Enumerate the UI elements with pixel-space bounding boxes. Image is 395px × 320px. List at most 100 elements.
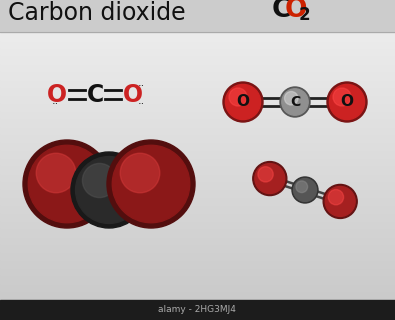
Bar <box>0 150 395 153</box>
Bar <box>0 147 395 149</box>
Bar <box>0 54 395 57</box>
Bar <box>0 248 395 250</box>
Bar <box>0 139 395 141</box>
Text: C: C <box>272 0 292 23</box>
Bar <box>0 258 395 260</box>
Bar <box>0 284 395 286</box>
Bar <box>0 238 395 240</box>
Bar <box>0 80 395 82</box>
Bar <box>0 108 395 110</box>
Bar <box>0 116 395 118</box>
Bar <box>0 304 395 306</box>
Bar <box>0 61 395 63</box>
Bar <box>0 191 395 193</box>
Bar <box>0 67 395 69</box>
Bar <box>0 278 395 281</box>
Bar <box>0 142 395 144</box>
Bar <box>0 224 395 226</box>
Bar <box>0 158 395 160</box>
Bar <box>0 196 395 198</box>
Bar <box>0 184 395 186</box>
Bar <box>0 300 395 302</box>
Bar <box>0 206 395 208</box>
Bar <box>0 149 395 151</box>
Bar <box>0 68 395 70</box>
Text: ··: ·· <box>51 81 58 91</box>
Bar <box>0 308 395 310</box>
Bar <box>0 162 395 164</box>
Bar <box>0 160 395 162</box>
Bar <box>0 35 395 37</box>
Circle shape <box>329 84 365 120</box>
Bar <box>0 129 395 131</box>
Circle shape <box>83 164 117 197</box>
Bar <box>0 120 395 122</box>
Bar <box>0 110 395 112</box>
Bar <box>0 21 395 23</box>
Bar <box>0 136 395 138</box>
Bar <box>0 118 395 121</box>
Bar <box>0 257 395 259</box>
Bar <box>0 49 395 51</box>
Bar <box>0 30 395 32</box>
Bar <box>0 107 395 109</box>
Text: C: C <box>87 83 103 107</box>
Circle shape <box>23 140 111 228</box>
Bar <box>0 47 395 49</box>
Bar <box>0 4 395 6</box>
Bar <box>0 171 395 173</box>
Bar <box>0 204 395 206</box>
Bar <box>0 76 395 78</box>
Bar <box>0 294 395 297</box>
Bar <box>0 69 395 71</box>
Bar <box>0 229 395 231</box>
Bar <box>0 218 395 220</box>
Bar <box>0 269 395 271</box>
Bar <box>0 79 395 81</box>
Bar <box>0 275 395 277</box>
Bar <box>0 17 395 19</box>
Bar <box>0 169 395 171</box>
Bar <box>0 300 395 320</box>
Bar <box>0 260 395 262</box>
Bar <box>0 166 395 169</box>
Bar <box>0 75 395 77</box>
Bar <box>0 88 395 90</box>
Bar <box>0 227 395 229</box>
Bar <box>0 192 395 194</box>
Bar <box>0 91 395 93</box>
Bar <box>0 255 395 257</box>
Bar <box>0 301 395 303</box>
Bar <box>0 237 395 239</box>
Bar <box>0 138 395 140</box>
Bar <box>0 197 395 199</box>
Bar <box>0 170 395 172</box>
Bar <box>0 291 395 293</box>
Bar <box>0 114 395 116</box>
Bar <box>0 179 395 181</box>
Bar <box>0 43 395 45</box>
Bar <box>0 235 395 237</box>
Bar <box>0 173 395 175</box>
Bar <box>0 203 395 205</box>
Bar <box>0 315 395 317</box>
Bar <box>0 205 395 207</box>
Bar <box>0 19 395 21</box>
Bar <box>0 289 395 291</box>
Bar <box>0 143 395 145</box>
Bar <box>0 153 395 155</box>
Bar <box>0 210 395 212</box>
Bar <box>0 145 395 147</box>
Bar <box>0 220 395 222</box>
Bar <box>0 146 395 148</box>
Bar <box>0 148 395 150</box>
Bar <box>0 178 395 180</box>
Bar <box>0 52 395 54</box>
Bar <box>0 219 395 221</box>
Bar <box>0 100 395 102</box>
Bar <box>0 310 395 313</box>
Bar <box>0 228 395 230</box>
Bar <box>0 212 395 214</box>
Bar <box>0 134 395 137</box>
Bar <box>0 252 395 254</box>
